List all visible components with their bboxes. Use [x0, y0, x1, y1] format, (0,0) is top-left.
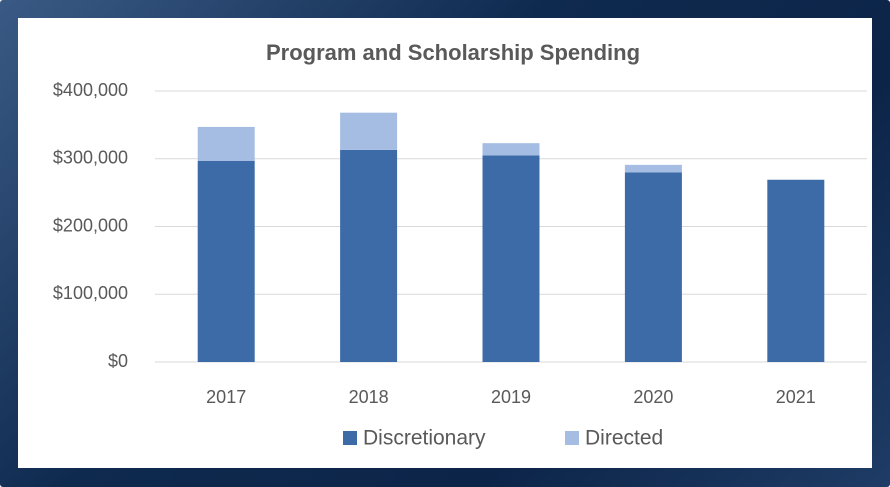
bar-segment — [197, 160, 255, 362]
bar-segment — [624, 164, 682, 173]
x-tick-label: 2019 — [491, 387, 531, 407]
x-tick-label: 2017 — [206, 387, 246, 407]
y-tick-label: $300,000 — [53, 148, 128, 168]
y-tick-label: $200,000 — [53, 215, 128, 235]
legend-label: Directed — [585, 427, 663, 450]
legend-swatch — [565, 431, 579, 445]
bar-segment — [624, 172, 682, 362]
legend-swatch — [343, 431, 357, 445]
bar-segment — [340, 112, 398, 150]
chart-panel — [18, 18, 872, 468]
bar-segment — [340, 149, 398, 362]
x-tick-label: 2020 — [633, 387, 673, 407]
bar-segment — [197, 126, 255, 161]
x-tick-label: 2018 — [349, 387, 389, 407]
y-tick-label: $100,000 — [53, 283, 128, 303]
bar-segment — [482, 143, 540, 156]
bar-segment — [482, 155, 540, 362]
bar-segment — [767, 179, 825, 362]
y-tick-label: $400,000 — [53, 80, 128, 100]
x-tick-label: 2021 — [776, 387, 816, 407]
legend-label: Discretionary — [363, 427, 486, 450]
y-tick-label: $0 — [108, 351, 128, 371]
chart-title: Program and Scholarship Spending — [266, 40, 640, 65]
